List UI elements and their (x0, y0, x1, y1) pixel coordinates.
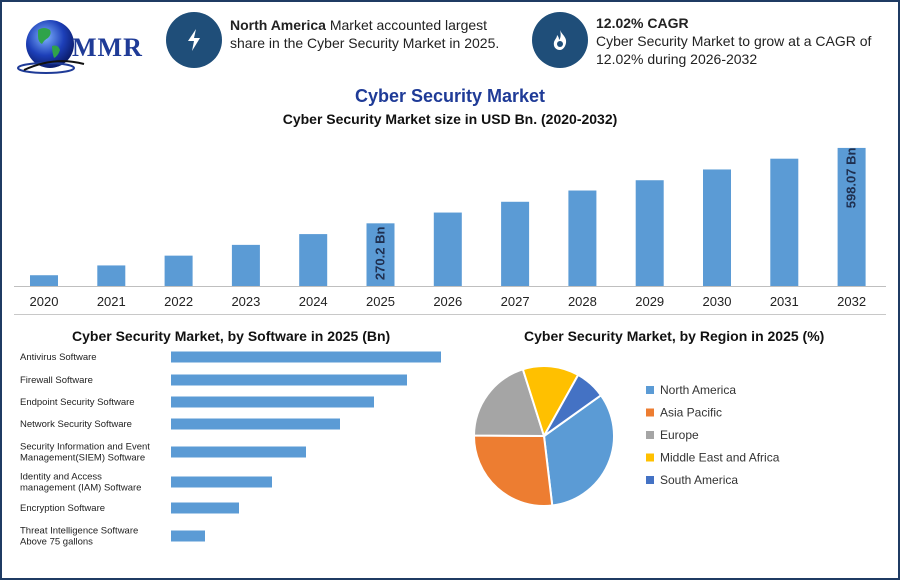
bar-2024 (299, 234, 328, 286)
x-tick-label: 2030 (703, 294, 732, 309)
legend-swatch (646, 431, 654, 439)
x-tick-label: 2020 (30, 294, 59, 309)
bar-2022 (164, 255, 193, 286)
bar-2020 (30, 275, 58, 286)
pie-slice (542, 393, 615, 507)
callout-bold: North America (230, 17, 326, 33)
cagr-callout: 12.02% CAGR Cyber Security Market to gro… (596, 14, 886, 68)
north-america-callout: North America Market accounted largest s… (230, 16, 510, 52)
legend-swatch (646, 476, 654, 484)
market-size-bar-chart: 2020 2021 2022 2023 2024 2025 270.2 Bn 2026 2027… (14, 147, 886, 309)
software-bar (171, 396, 374, 408)
flame-icon (532, 12, 588, 68)
legend-label: Asia Pacific (660, 406, 722, 420)
software-bar (171, 446, 306, 458)
x-tick-label: 2023 (231, 294, 260, 309)
pie-slice (521, 365, 580, 439)
legend-swatch (646, 408, 654, 417)
bar-2028 (568, 190, 597, 286)
legend-swatch (646, 386, 654, 394)
software-label: Network Security Software (20, 419, 132, 430)
data-label: 598.07 Bn (844, 148, 859, 209)
lightning-icon (166, 12, 222, 68)
software-bar (171, 418, 340, 430)
callout-text: Market accounted largest share in the Cy… (230, 17, 500, 51)
bar-2029 (635, 180, 664, 286)
software-label: Encryption Software (20, 503, 105, 514)
x-tick-label: 2032 (837, 294, 866, 309)
bar-2026 (433, 212, 462, 286)
chart-subtitle: Cyber Security Market size in USD Bn. (2… (282, 111, 618, 127)
chart-title: Cyber Security Market (354, 86, 546, 106)
x-tick-label: 2024 (299, 294, 328, 309)
x-tick-label: 2026 (433, 294, 462, 309)
legend-label: South America (660, 473, 738, 487)
software-bar-chart: Antivirus Software Firewall Software Endpo… (20, 351, 441, 548)
bar-2031 (770, 158, 799, 286)
bar-2032 (837, 147, 866, 286)
software-bar (171, 530, 205, 542)
bar-2025 (366, 223, 395, 286)
bar-2023 (231, 244, 260, 286)
software-label: Identity and Access management (IAM) Soft… (20, 472, 141, 494)
bar-2027 (501, 201, 530, 286)
software-label: Endpoint Security Software (20, 397, 135, 408)
bar-2021 (97, 265, 126, 286)
mmr-logo (16, 16, 136, 76)
x-tick-label: 2021 (97, 294, 126, 309)
software-bar (171, 476, 272, 488)
bar-2030 (703, 169, 731, 286)
cagr-title: 12.02% CAGR (596, 15, 689, 31)
pie-slice (472, 368, 546, 438)
x-tick-label: 2022 (164, 294, 193, 309)
region-chart-title: Cyber Security Market, by Region in 2025… (524, 328, 825, 344)
software-label: Security Information and Event Management… (20, 442, 150, 464)
logo-text: MMR (72, 33, 143, 62)
legend-label: North America (660, 383, 736, 397)
pie-slice (543, 373, 603, 437)
legend-label: Europe (660, 428, 699, 442)
x-tick-label: 2031 (770, 294, 799, 309)
globe-icon (17, 20, 85, 74)
x-tick-label: 2027 (501, 294, 530, 309)
software-label: Firewall Software (20, 375, 93, 386)
x-tick-label: 2029 (635, 294, 664, 309)
software-label: Threat Intelligence Software Above 75 gal… (20, 526, 138, 548)
cagr-text: Cyber Security Market to grow at a CAGR … (596, 33, 872, 67)
software-bar (171, 374, 407, 386)
software-label: Antivirus Software (20, 352, 97, 363)
x-tick-label: 2028 (568, 294, 597, 309)
pie-slice (473, 434, 554, 507)
software-chart-title: Cyber Security Market, by Software in 20… (72, 328, 391, 344)
section-divider (14, 314, 886, 315)
data-label: 270.2 Bn (373, 227, 388, 281)
region-pie-chart: North America Asia Pacific Europe Middle Ea… (472, 365, 780, 507)
software-bar (171, 502, 239, 514)
legend-label: Middle East and Africa (660, 451, 780, 465)
legend-swatch (646, 453, 654, 462)
x-tick-label: 2025 (366, 294, 395, 309)
software-bar (171, 351, 441, 363)
